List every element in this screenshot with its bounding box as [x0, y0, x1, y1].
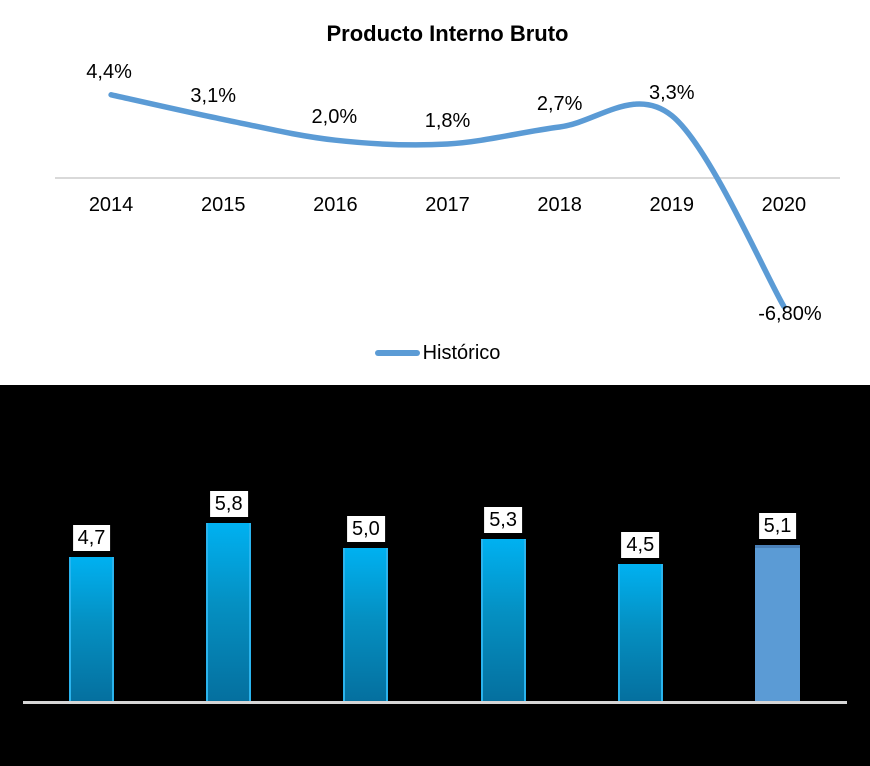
bar-data-label-3: 5,0	[346, 516, 385, 542]
historico-series-line	[108, 92, 787, 310]
legend-line-swatch-icon	[374, 350, 420, 356]
line-chart-canvas	[55, 92, 840, 310]
bar-chart-panel: 4,7 5,8 5,0 5,3 4,5 5,1	[0, 385, 870, 766]
bar-5	[617, 563, 663, 703]
line-data-label-2020: -6,80%	[758, 303, 822, 326]
x-tick-2014: 2014	[88, 194, 134, 216]
bar-4	[480, 538, 526, 703]
bar-data-label-6: 5,1	[758, 512, 797, 539]
line-data-label-2016: 2,0%	[311, 106, 358, 129]
bar-3	[343, 548, 389, 703]
line-data-label-2018: 2,7%	[536, 92, 583, 115]
bar-data-label-5: 4,5	[621, 531, 660, 558]
bar-data-label-1: 4,7	[72, 525, 111, 552]
bar-data-label-4: 5,3	[484, 506, 522, 533]
line-data-label-2017: 1,8%	[424, 109, 471, 132]
legend: Histórico	[55, 342, 820, 364]
bar-data-label-2: 5,8	[209, 491, 248, 518]
bar-1	[69, 557, 114, 703]
x-tick-2018: 2018	[537, 194, 582, 216]
x-tick-2020: 2020	[761, 194, 807, 216]
line-data-label-2019: 3,3%	[648, 81, 695, 104]
x-tick-2017: 2017	[425, 194, 470, 216]
chart-title: Producto Interno Bruto	[326, 21, 569, 46]
x-axis-baseline	[23, 701, 847, 704]
line-data-label-2015: 3,1%	[190, 85, 236, 108]
x-tick-2015: 2015	[200, 194, 246, 216]
legend-label: Histórico	[422, 342, 501, 364]
line-chart-producto-interno-bruto: Producto Interno Bruto 4,4% 3,1% 2,0% 1,8% 2…	[55, 21, 840, 364]
line-data-label-2014: 4,4%	[86, 60, 132, 83]
x-tick-2019: 2019	[649, 194, 695, 216]
bar-2	[206, 523, 252, 703]
bar-6	[755, 544, 800, 703]
x-tick-2016: 2016	[313, 194, 358, 216]
